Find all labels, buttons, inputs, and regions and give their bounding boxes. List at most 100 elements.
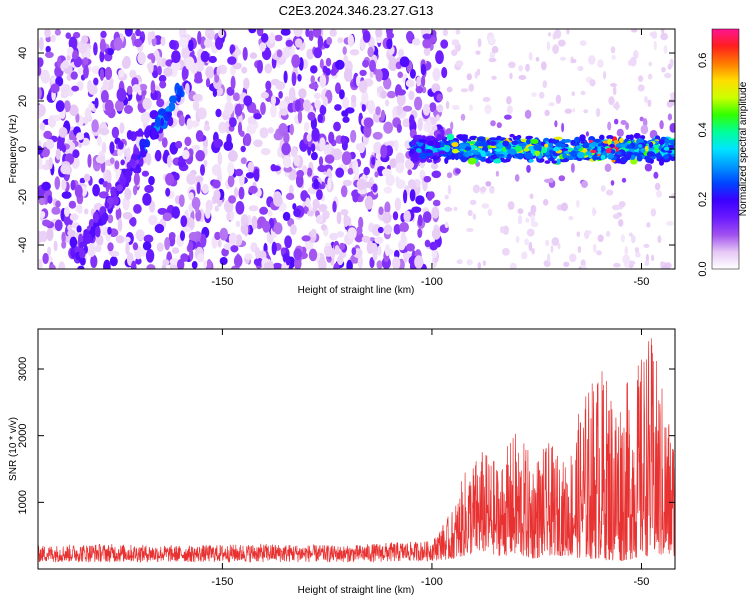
spectrogram-cell	[629, 56, 637, 67]
spectrogram-cell	[421, 86, 427, 94]
spectrogram-cell	[636, 155, 643, 162]
spectrogram-cell	[340, 209, 349, 216]
spectrogram-cell	[317, 35, 324, 49]
spectrogram-cell	[68, 200, 77, 209]
spectrogram-cell	[509, 133, 515, 138]
spectrogram-cell	[82, 57, 89, 65]
spectrogram-cell	[213, 189, 221, 201]
spectrogram-cell	[528, 159, 534, 163]
spectrogram-cell	[47, 246, 52, 257]
spectrogram-cell	[356, 75, 361, 87]
spectrogram-cell	[358, 142, 365, 154]
spectrogram-cell	[524, 109, 532, 119]
spectrogram-cell	[148, 175, 155, 186]
spectrogram-cell	[429, 102, 437, 113]
spectrogram-cell	[308, 30, 314, 42]
spectrogram-cell	[60, 164, 71, 175]
spectrogram-cell	[453, 206, 458, 211]
spectrogram-cell	[435, 50, 444, 65]
spectrogram-cell	[394, 249, 400, 259]
spectrogram-cell	[620, 156, 628, 163]
spectrogram-cell	[619, 137, 624, 144]
spectrogram-cell	[396, 123, 402, 133]
spectrogram-cell	[585, 131, 590, 137]
spectrogram-cell	[421, 75, 426, 88]
spectrogram-cell	[553, 29, 562, 39]
spectrogram-cell	[270, 104, 277, 118]
spectrogram-cell	[238, 186, 245, 200]
snr-y-tick-label: 1000	[17, 490, 29, 514]
spectrogram-cell	[432, 199, 441, 207]
spectrogram-cell	[558, 175, 566, 182]
spectrogram-cell	[188, 192, 194, 201]
spectrogram-cell	[156, 98, 165, 108]
spectrogram-cell	[663, 146, 670, 151]
spectrogram-cell	[84, 208, 89, 215]
spectrogram-cell	[518, 75, 527, 80]
spectrogram-cell	[243, 77, 250, 90]
spectrogram-cell	[566, 29, 570, 35]
spectrogram-cell	[150, 80, 156, 94]
spectrogram-cell	[137, 51, 147, 65]
spectrogram-cell	[269, 32, 276, 44]
spectrogram-cell	[122, 211, 133, 220]
spectrogram-cell	[180, 215, 188, 228]
spectrogram-cell	[605, 230, 611, 237]
spectrogram-cell	[223, 140, 234, 151]
spectrogram-cell	[50, 83, 60, 94]
spectrogram-x-tick-label: -50	[634, 276, 650, 288]
spectrogram-cell	[76, 225, 82, 234]
spectrogram-cell	[426, 159, 433, 163]
spectrogram-cells	[38, 29, 675, 269]
spectrogram-cell	[426, 191, 433, 201]
spectrogram-cell	[482, 260, 487, 266]
spectrogram-cell	[116, 87, 127, 102]
colorbar-tick-label: 0.2	[697, 192, 709, 207]
spectrogram-cell	[330, 68, 337, 76]
spectrogram-cell	[491, 45, 499, 54]
spectrogram-cell	[451, 142, 459, 147]
spectrogram-cell	[218, 121, 227, 134]
spectrogram-cell	[621, 177, 627, 183]
spectrogram-cell	[327, 177, 332, 190]
spectrogram-cell	[559, 56, 567, 61]
spectrogram-cell	[347, 34, 355, 47]
spectrogram-cell	[55, 200, 61, 208]
spectrogram-cell	[178, 36, 189, 49]
spectrogram-cell	[484, 104, 492, 115]
spectrogram-cell	[554, 136, 563, 140]
snr-series-line	[38, 338, 675, 563]
spectrogram-cell	[488, 35, 496, 45]
spectrogram-cell	[552, 44, 559, 54]
spectrogram-cell	[283, 131, 290, 144]
spectrogram-cell	[378, 206, 384, 215]
spectrogram-cell	[253, 257, 264, 267]
spectrogram-cell	[247, 161, 255, 173]
spectrogram-cell	[65, 32, 72, 39]
spectrogram-cell	[509, 262, 517, 269]
spectrogram-cell	[668, 156, 675, 160]
spectrogram-cell	[242, 47, 248, 61]
spectrogram-cell	[261, 33, 269, 43]
spectrogram-cell	[74, 184, 83, 198]
spectrogram-cell	[534, 150, 540, 156]
spectrogram-cell	[489, 141, 497, 146]
spectrogram-cell	[640, 135, 646, 140]
spectrogram-cell	[293, 154, 301, 167]
spectrogram-cell	[191, 261, 198, 269]
spectrogram-cell	[646, 222, 651, 228]
spectrogram-cell	[340, 185, 348, 198]
spectrogram-cell	[160, 57, 168, 68]
spectrogram-cell	[92, 211, 99, 223]
spectrogram-cell	[577, 65, 584, 72]
spectrogram-cell	[292, 203, 297, 210]
spectrogram-cell	[359, 69, 367, 77]
spectrogram-cell	[118, 69, 125, 78]
spectrogram-cell	[466, 228, 474, 232]
spectrogram-cell	[656, 190, 662, 198]
spectrogram-cell	[648, 141, 654, 148]
spectrogram-cell	[526, 164, 531, 173]
spectrogram-cell	[575, 145, 582, 149]
spectrogram-cell	[350, 94, 357, 103]
spectrogram-cell	[305, 197, 311, 208]
